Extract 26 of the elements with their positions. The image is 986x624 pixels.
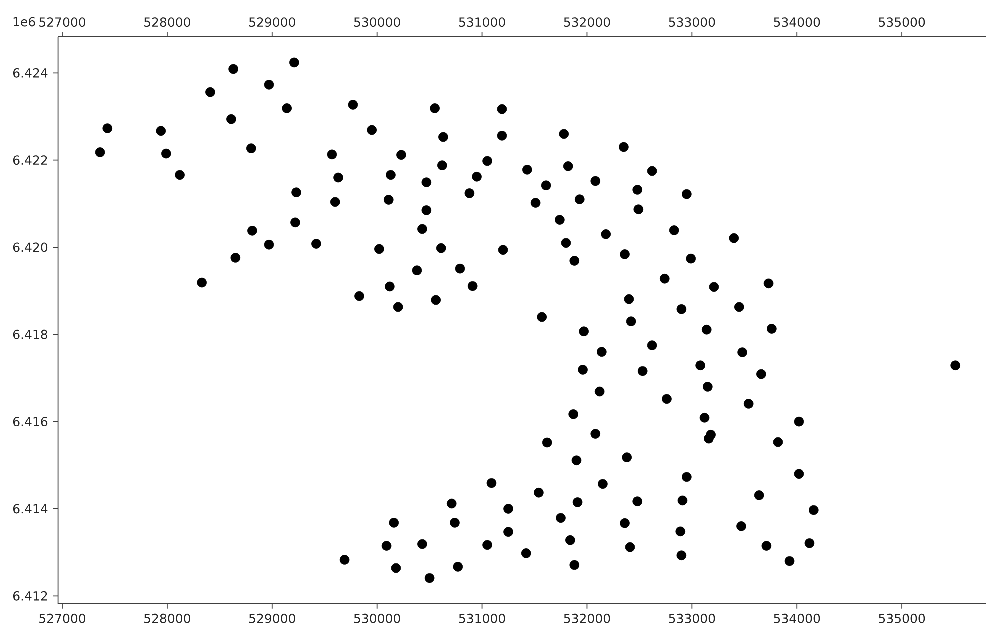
y-tick-label: 6.412 <box>13 591 48 601</box>
y-tick-label: 6.418 <box>13 330 48 340</box>
x2-tick-label: 531000 <box>459 18 506 28</box>
x-tick-label: 528000 <box>144 614 190 624</box>
x-tick-label: 533000 <box>669 614 716 624</box>
y-tick-label: 6.414 <box>13 504 48 514</box>
x2-tick-label: 529000 <box>250 18 296 28</box>
x-tick-label: 527000 <box>40 614 86 624</box>
y-tick-label: 6.422 <box>13 156 48 166</box>
x-tick-label: 532000 <box>564 614 610 624</box>
x2-tick-label: 530000 <box>354 18 400 28</box>
x2-tick-label: 528000 <box>144 18 190 28</box>
x2-tick-label: 532000 <box>564 18 610 28</box>
y-tick-label: 6.424 <box>13 68 48 78</box>
x-tick-label: 531000 <box>459 614 506 624</box>
y-tick-label: 6.420 <box>13 242 48 252</box>
x-tick-label: 529000 <box>250 614 296 624</box>
x-tick-label: 534000 <box>774 614 820 624</box>
x2-tick-label: 533000 <box>669 18 716 28</box>
x-tick-label: 535000 <box>879 614 926 624</box>
x2-tick-label: 535000 <box>879 18 926 28</box>
x2-tick-label: 534000 <box>774 18 820 28</box>
x-tick-label: 530000 <box>354 614 400 624</box>
x2-tick-label: 527000 <box>40 18 86 28</box>
y-tick-label: 6.416 <box>13 417 48 427</box>
y-axis-title: 1e6 <box>14 17 36 27</box>
